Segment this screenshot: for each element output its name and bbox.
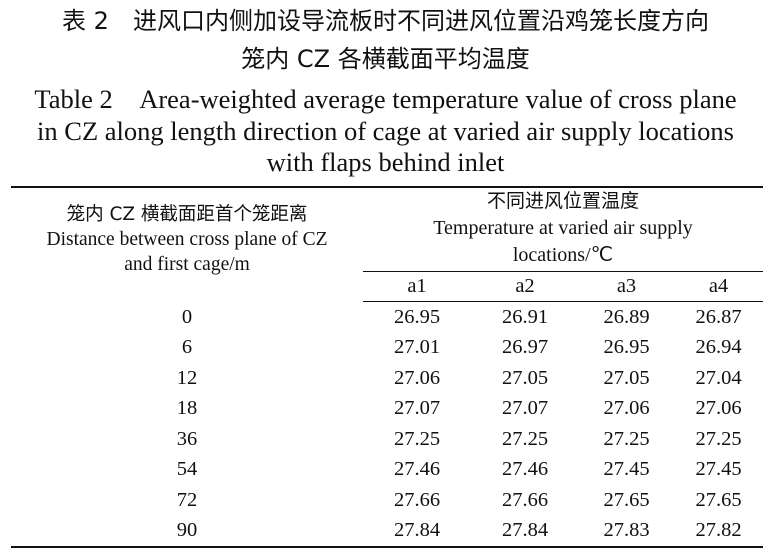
column-header-a4: a4	[674, 271, 763, 302]
caption-cn-line2: 笼内 CZ 各横截面平均温度	[241, 45, 530, 73]
value-cell: 26.95	[603, 336, 650, 359]
value-cell: 26.95	[393, 305, 441, 328]
table-caption: 表 2 进风口内侧加设导流板时不同进风位置沿鸡笼长度方向 笼内 CZ 各横截面平…	[0, 0, 771, 179]
table-row: 54 27.46 27.46 27.45 27.45	[11, 455, 763, 486]
caption-chinese: 表 2 进风口内侧加设导流板时不同进风位置沿鸡笼长度方向 笼内 CZ 各横截面平…	[0, 0, 771, 78]
value-cell: 27.07	[501, 397, 549, 420]
value-cell: 27.06	[603, 397, 650, 420]
column-header-a1: a1	[363, 271, 471, 302]
caption-en-line3: with flaps behind inlet	[266, 147, 505, 177]
value-cell: 26.97	[501, 336, 549, 359]
value-cell: 27.06	[695, 397, 742, 420]
value-cell: 27.46	[393, 458, 441, 481]
value-cell: 27.25	[393, 427, 441, 450]
caption-en-line1: Table 2 Area-weighted average temperatur…	[34, 84, 737, 114]
group-header-en-2: locations/℃	[512, 244, 614, 266]
value-cell: 27.04	[695, 366, 742, 389]
value-cell: 27.05	[603, 366, 650, 389]
table-row: 0 26.95 26.91 26.89 26.87	[11, 302, 763, 333]
value-cell: 27.65	[603, 488, 650, 511]
caption-en-line2: in CZ along length direction of cage at …	[37, 115, 734, 146]
row-header-en-1: Distance between cross plane of CZ	[46, 229, 328, 250]
caption-english: Table 2 Area-weighted average temperatur…	[0, 84, 771, 179]
value-cell: 27.84	[393, 519, 441, 542]
table-row: 18 27.07 27.07 27.06 27.06	[11, 394, 763, 425]
value-cell: 27.66	[393, 488, 441, 511]
row-header-en-2: and first cage/m	[124, 254, 250, 275]
distance-cell: 0	[181, 305, 193, 328]
distance-cell: 36	[176, 427, 198, 450]
distance-cell: 18	[176, 397, 198, 420]
table-row: 36 27.25 27.25 27.25 27.25	[11, 424, 763, 455]
caption-cn-line1: 表 2 进风口内侧加设导流板时不同进风位置沿鸡笼长度方向	[62, 7, 709, 35]
temperature-table: 笼内 CZ 横截面距首个笼距离 Distance between cross p…	[11, 186, 763, 548]
table-row: 90 27.84 27.84 27.83 27.82	[11, 516, 763, 548]
value-cell: 27.25	[603, 427, 650, 450]
table-row: 12 27.06 27.05 27.05 27.04	[11, 363, 763, 394]
value-cell: 27.66	[501, 488, 549, 511]
value-cell: 27.45	[695, 458, 742, 481]
value-cell: 26.89	[603, 305, 650, 328]
value-cell: 27.25	[695, 427, 742, 450]
column-header-row: a1 a2 a3 a4	[11, 271, 763, 302]
value-cell: 27.05	[501, 366, 549, 389]
table-body: 0 26.95 26.91 26.89 26.87 6 27.01 26.97 …	[11, 302, 763, 548]
value-cell: 27.01	[393, 336, 441, 359]
distance-cell: 90	[176, 519, 198, 542]
group-header-en-1: Temperature at varied air supply	[433, 217, 693, 239]
value-cell: 27.83	[603, 519, 650, 542]
value-cell: 26.87	[695, 305, 742, 328]
value-cell: 27.06	[393, 366, 441, 389]
value-cell: 27.45	[603, 458, 650, 481]
value-cell: 27.65	[695, 488, 742, 511]
distance-cell: 6	[181, 336, 193, 359]
value-cell: 27.82	[695, 519, 742, 542]
value-cell: 27.46	[501, 458, 549, 481]
table-header: 笼内 CZ 横截面距首个笼距离 Distance between cross p…	[11, 187, 763, 302]
group-header: 不同进风位置温度 Temperature at varied air suppl…	[363, 187, 763, 272]
row-header-cn: 笼内 CZ 横截面距首个笼距离	[66, 204, 308, 225]
distance-cell: 54	[176, 458, 198, 481]
column-header-a3: a3	[579, 271, 674, 302]
column-header-a2: a2	[471, 271, 579, 302]
table-row: 6 27.01 26.97 26.95 26.94	[11, 333, 763, 364]
value-cell: 26.94	[695, 336, 742, 359]
distance-cell: 12	[176, 366, 198, 389]
value-cell: 27.07	[393, 397, 441, 420]
table-row: 72 27.66 27.66 27.65 27.65	[11, 485, 763, 516]
group-header-cn: 不同进风位置温度	[486, 190, 639, 212]
distance-cell: 72	[176, 488, 198, 511]
value-cell: 27.25	[501, 427, 549, 450]
value-cell: 26.91	[501, 305, 549, 328]
value-cell: 27.84	[501, 519, 549, 542]
row-header: 笼内 CZ 横截面距首个笼距离 Distance between cross p…	[11, 187, 363, 302]
